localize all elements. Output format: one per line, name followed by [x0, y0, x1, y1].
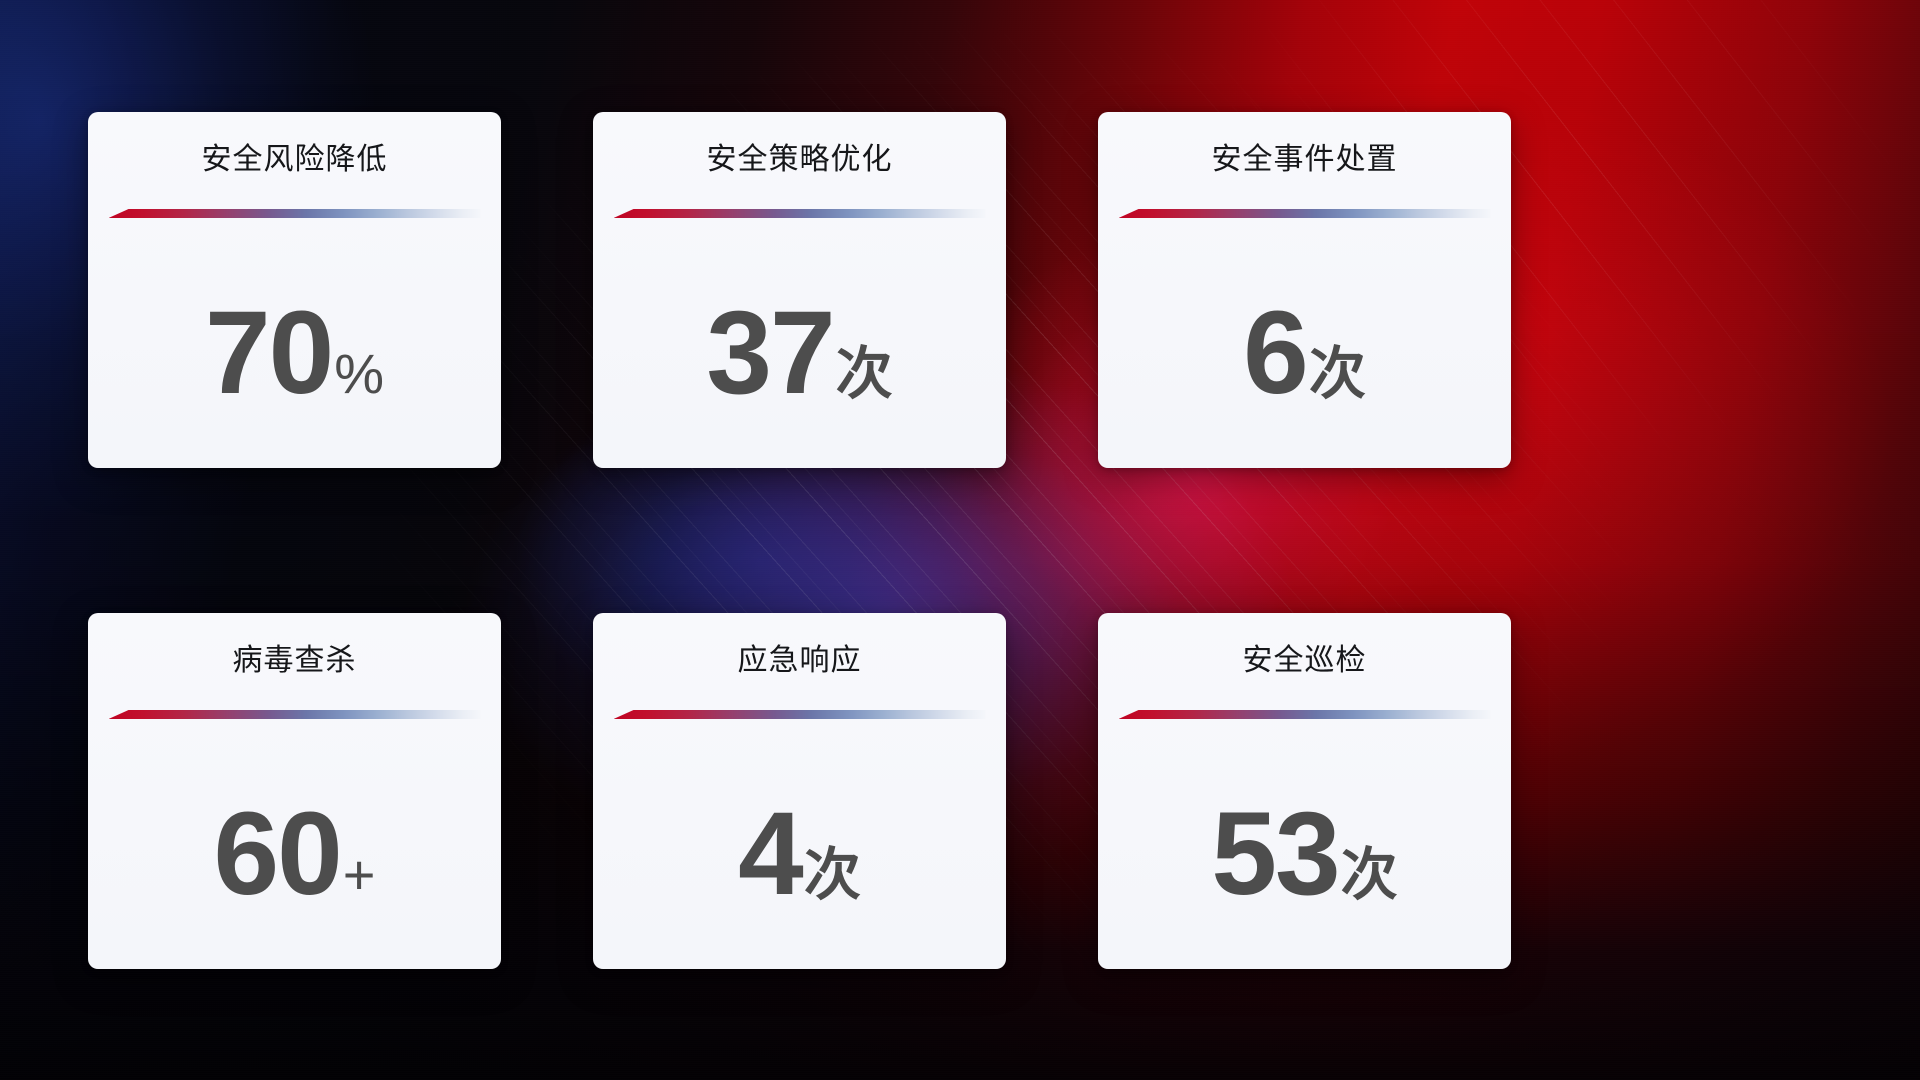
- metric-value-number: 60: [213, 788, 343, 920]
- metric-card-title: 安全事件处置: [1211, 143, 1398, 176]
- metric-card[interactable]: 安全策略优化 37 次: [593, 112, 1006, 468]
- metric-value-number: 37: [706, 287, 835, 419]
- metric-card[interactable]: 病毒查杀 60 +: [88, 613, 501, 969]
- gradient-rule-fill: [1118, 710, 1491, 719]
- metric-card-gradient-rule: [1118, 209, 1491, 218]
- metric-card[interactable]: 安全风险降低 70%: [88, 112, 501, 468]
- metric-value-number: 53: [1211, 788, 1340, 920]
- metric-card-gradient-rule: [613, 209, 986, 218]
- metric-value-unit: %: [334, 342, 385, 405]
- metric-value-unit: 次: [1340, 843, 1398, 907]
- metric-card-grid: 安全风险降低 70% 安全策略优化 37 次安全事件处置 6 次病毒查杀 60 + 应急响应 4 次安…: [88, 112, 1832, 969]
- metric-value-unit: 次: [803, 843, 861, 907]
- metric-value-number: 6: [1243, 287, 1309, 419]
- metric-card-gradient-rule: [613, 710, 986, 719]
- metric-card-title: 安全风险降低: [201, 143, 388, 176]
- metric-value-number: 70: [204, 287, 334, 419]
- metric-card-value: 60 +: [214, 795, 376, 913]
- gradient-rule-fill: [613, 209, 986, 218]
- metric-card-title: 应急响应: [737, 644, 862, 677]
- metric-card-gradient-rule: [1118, 710, 1491, 719]
- gradient-rule-fill: [108, 710, 481, 719]
- gradient-rule-fill: [1118, 209, 1491, 218]
- metric-card-gradient-rule: [108, 710, 481, 719]
- metric-card-value: 37 次: [706, 294, 892, 412]
- metric-card[interactable]: 安全事件处置 6 次: [1098, 112, 1511, 468]
- metric-value-unit: 次: [835, 342, 893, 406]
- metric-card-value: 70%: [205, 294, 384, 412]
- gradient-rule-fill: [613, 710, 986, 719]
- metric-card-title: 安全巡检: [1242, 644, 1367, 677]
- metric-value-unit: 次: [1308, 342, 1366, 406]
- metric-card-title: 安全策略优化: [706, 143, 893, 176]
- metric-value-unit: +: [342, 843, 376, 906]
- metric-card-title: 病毒查杀: [232, 644, 357, 677]
- metric-card[interactable]: 安全巡检 53 次: [1098, 613, 1511, 969]
- metric-card[interactable]: 应急响应 4 次: [593, 613, 1006, 969]
- metric-card-gradient-rule: [108, 209, 481, 218]
- metric-value-number: 4: [738, 788, 804, 920]
- metric-card-value: 53 次: [1211, 795, 1397, 913]
- gradient-rule-fill: [108, 209, 481, 218]
